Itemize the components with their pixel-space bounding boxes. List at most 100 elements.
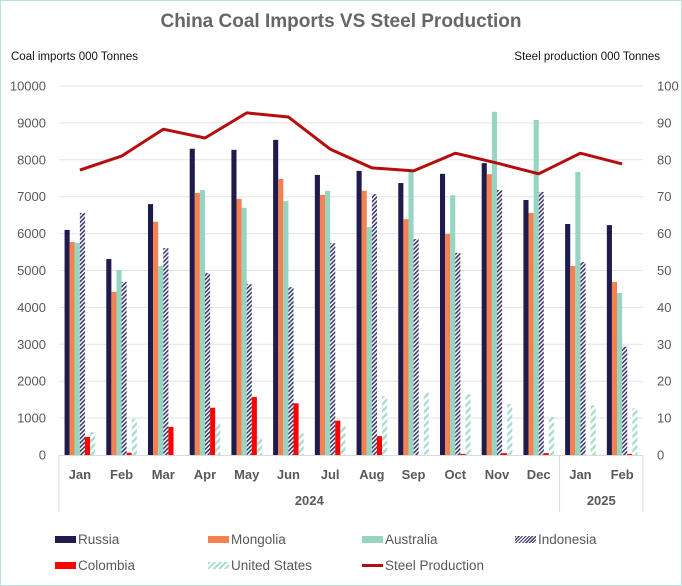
- bar-australia: [533, 119, 539, 455]
- bar-australia: [366, 226, 372, 455]
- line-steel-production: [79, 111, 623, 176]
- bar-colombia: [627, 453, 633, 455]
- bar-russia: [273, 139, 279, 455]
- y-tick-left: 4000: [17, 300, 46, 315]
- y-tick-left: 3000: [17, 337, 46, 352]
- bar-mongolia: [236, 198, 242, 455]
- y-tick-left: 7000: [17, 189, 46, 204]
- bar-mongolia: [194, 193, 200, 455]
- x-tick-label: Sep: [402, 467, 426, 482]
- x-group-label: 2025: [587, 493, 616, 508]
- bar-australia: [575, 171, 581, 456]
- bar-united-states: [340, 425, 346, 455]
- bar-united-states: [90, 432, 96, 455]
- x-tick-label: Apr: [194, 467, 216, 482]
- y-tick-left: 10000: [10, 79, 46, 94]
- y-tick-left: 6000: [17, 226, 46, 241]
- y-tick-right: 0: [657, 448, 664, 463]
- bar-united-states: [256, 436, 263, 455]
- x-tick-label: Mar: [152, 467, 175, 482]
- legend-item-colombia: Colombia: [55, 558, 135, 573]
- x-tick-label: Jul: [321, 467, 340, 482]
- bar-mongolia: [153, 221, 159, 455]
- y-tick-right: 50: [657, 263, 671, 278]
- bar-australia: [617, 293, 623, 455]
- legend-item-australia: Australia: [362, 532, 438, 547]
- x-tick-label: Jan: [69, 467, 91, 482]
- y-tick-left: 9000: [17, 115, 46, 130]
- y-tick-right: 80: [657, 152, 671, 167]
- bar-colombia: [210, 407, 216, 455]
- y-tick-right: 10: [657, 411, 671, 426]
- legend-label-united-states: United States: [231, 558, 313, 573]
- legend-label-steel-production: Steel Production: [385, 558, 485, 573]
- bar-russia: [398, 183, 404, 455]
- bar-united-states: [507, 404, 513, 455]
- bar-indonesia: [79, 212, 85, 455]
- y-tick-left: 8000: [17, 152, 46, 167]
- bar-mongolia: [528, 212, 534, 455]
- legend-swatch-colombia: [55, 562, 76, 569]
- legend-label-russia: Russia: [78, 532, 120, 547]
- x-tick-label: Feb: [611, 467, 634, 482]
- bar-russia: [523, 200, 529, 455]
- bar-colombia: [126, 452, 132, 455]
- y-tick-right: 100: [657, 79, 679, 94]
- bar-indonesia: [580, 262, 586, 455]
- bar-indonesia: [205, 273, 211, 455]
- legend-item-indonesia: Indonesia: [515, 532, 597, 547]
- bar-colombia: [502, 453, 508, 455]
- x-tick-label: Jun: [277, 467, 300, 482]
- bar-mongolia: [111, 291, 117, 455]
- bar-russia: [565, 224, 571, 455]
- bar-russia: [64, 229, 70, 455]
- bar-mongolia: [445, 233, 451, 455]
- y-tick-left: 5000: [17, 263, 46, 278]
- y-tick-right: 30: [657, 337, 671, 352]
- bar-colombia: [543, 453, 549, 455]
- bar-indonesia: [622, 346, 628, 455]
- bar-united-states: [548, 416, 555, 455]
- bar-australia: [325, 190, 331, 455]
- bar-united-states: [382, 395, 388, 455]
- y-tick-left: 1000: [17, 411, 46, 426]
- x-tick-label: Feb: [110, 467, 133, 482]
- bar-mongolia: [69, 242, 75, 455]
- bar-indonesia: [330, 243, 336, 455]
- bar-russia: [439, 173, 446, 455]
- bar-australia: [241, 207, 247, 455]
- bar-australia: [74, 242, 80, 455]
- bar-united-states: [423, 392, 429, 455]
- bar-australia: [450, 195, 456, 455]
- right-axis-title: Steel production 000 Tonnes: [514, 51, 660, 63]
- bar-colombia: [460, 453, 466, 455]
- y-tick-right: 90: [657, 115, 671, 130]
- legend-swatch-steel-production: [362, 564, 383, 567]
- legend-swatch-australia: [362, 536, 383, 543]
- bar-united-states: [298, 433, 304, 455]
- bar-colombia: [376, 436, 383, 455]
- bar-indonesia: [246, 284, 252, 455]
- legend-item-russia: Russia: [55, 532, 119, 547]
- x-tick-label: Jan: [569, 467, 591, 482]
- legend-label-australia: Australia: [385, 532, 438, 547]
- bar-australia: [491, 111, 497, 455]
- bar-russia: [106, 259, 112, 455]
- legend-label-mongolia: Mongolia: [231, 532, 286, 547]
- bar-australia: [158, 266, 164, 455]
- legend-item-mongolia: Mongolia: [208, 532, 286, 547]
- y-tick-left: 2000: [17, 374, 46, 389]
- bar-indonesia: [413, 239, 419, 455]
- bar-colombia: [293, 403, 299, 455]
- bar-mongolia: [570, 266, 576, 455]
- bar-mongolia: [486, 174, 492, 456]
- x-tick-label: May: [234, 467, 260, 482]
- legend-item-steel-production: Steel Production: [362, 558, 484, 573]
- bar-united-states: [632, 408, 638, 455]
- bar-russia: [606, 225, 612, 455]
- bar-russia: [189, 148, 195, 456]
- legend-swatch-united-states: [208, 562, 229, 569]
- bar-australia: [408, 169, 414, 456]
- bar-russia: [231, 149, 237, 455]
- bar-russia: [147, 204, 154, 455]
